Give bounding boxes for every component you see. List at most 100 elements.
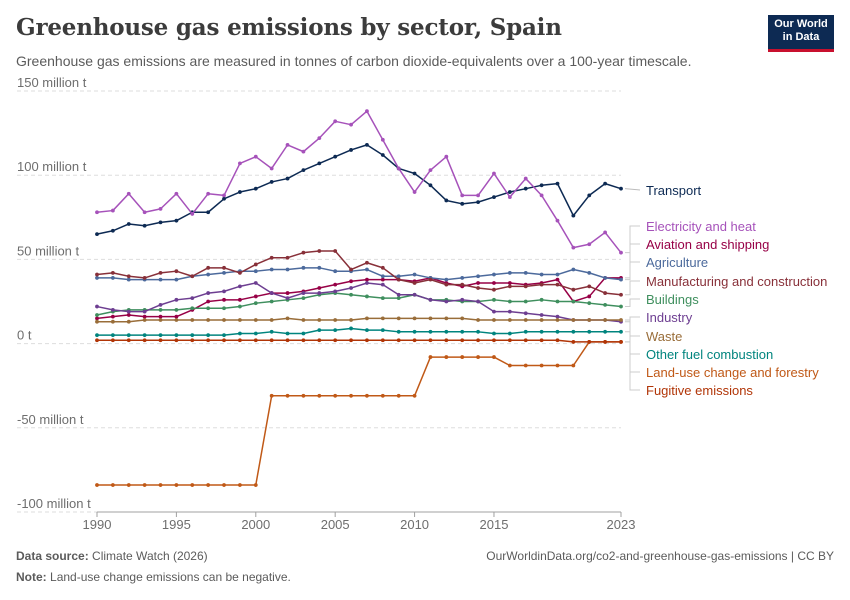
data-point <box>222 270 226 275</box>
data-point <box>95 272 99 277</box>
data-point <box>110 333 115 338</box>
data-point <box>333 289 338 294</box>
data-point <box>476 274 480 279</box>
data-point <box>222 193 226 198</box>
data-point <box>238 270 242 275</box>
data-point <box>110 308 115 312</box>
data-point <box>333 338 338 343</box>
data-point <box>476 193 480 198</box>
data-point <box>190 296 195 301</box>
data-point <box>95 232 99 237</box>
data-point <box>444 299 449 304</box>
data-point <box>444 316 449 321</box>
data-point <box>158 333 163 338</box>
data-point <box>285 142 290 147</box>
data-point <box>587 270 592 275</box>
data-source-text[interactable]: Climate Watch (2026) <box>92 549 208 563</box>
data-point <box>158 206 163 211</box>
legend-connector <box>624 188 641 191</box>
data-point <box>507 318 512 322</box>
legend-connector <box>625 341 640 373</box>
data-point <box>142 483 147 487</box>
data-point <box>95 276 99 280</box>
data-point <box>317 286 322 290</box>
data-point <box>238 331 242 336</box>
data-point <box>110 319 115 324</box>
data-point <box>365 338 369 343</box>
data-point <box>492 355 496 359</box>
data-point <box>507 195 512 199</box>
y-tick-label: 150 million t <box>17 75 87 90</box>
data-point <box>95 338 99 343</box>
data-point <box>571 329 576 334</box>
data-point <box>412 171 417 176</box>
data-point <box>603 329 608 334</box>
data-point <box>349 393 353 398</box>
legend-connector <box>625 341 640 391</box>
data-point <box>142 210 147 215</box>
data-point <box>396 393 401 398</box>
data-point <box>190 333 195 338</box>
data-point <box>444 277 449 282</box>
data-point <box>126 274 131 279</box>
data-point <box>523 311 528 316</box>
data-point <box>460 338 465 343</box>
data-point <box>238 190 242 194</box>
data-point <box>619 277 623 282</box>
data-point <box>110 276 115 280</box>
data-point <box>555 299 560 304</box>
data-point <box>539 183 544 188</box>
data-point <box>333 249 338 253</box>
data-point <box>126 333 131 338</box>
credit-link[interactable]: OurWorldinData.org/co2-and-greenhouse-ga… <box>486 549 834 563</box>
data-point <box>222 297 226 302</box>
data-point <box>507 270 512 275</box>
data-point <box>539 313 544 317</box>
data-point <box>269 393 274 398</box>
data-point <box>428 297 433 302</box>
data-point <box>492 309 496 314</box>
data-point <box>285 267 290 272</box>
data-point <box>365 260 369 265</box>
data-point <box>174 333 179 338</box>
data-point <box>365 393 369 398</box>
data-point <box>523 299 528 304</box>
owid-logo[interactable]: Our World in Data <box>768 15 834 52</box>
data-point <box>603 291 608 295</box>
data-point <box>619 318 623 322</box>
data-point <box>301 296 306 301</box>
data-point <box>222 318 226 322</box>
data-point <box>95 333 99 338</box>
data-point <box>126 222 131 226</box>
data-point <box>142 333 147 338</box>
data-point <box>460 282 465 287</box>
data-point <box>301 291 306 295</box>
data-point <box>301 168 306 173</box>
data-point <box>285 176 290 181</box>
logo-line-1: Our World <box>774 18 828 30</box>
data-point <box>571 363 576 368</box>
data-point <box>222 306 226 311</box>
data-point <box>571 318 576 322</box>
data-point <box>507 299 512 304</box>
data-point <box>539 272 544 277</box>
data-point <box>349 267 353 272</box>
data-point <box>174 338 179 343</box>
data-point <box>253 331 258 336</box>
data-point <box>587 294 592 299</box>
data-point <box>126 309 131 314</box>
data-point <box>571 287 576 292</box>
data-point <box>380 328 385 333</box>
data-point <box>619 340 623 344</box>
legend-connector <box>625 298 640 308</box>
legend-label: Fugitive emissions <box>646 383 753 398</box>
data-point <box>95 304 99 309</box>
data-point <box>253 281 258 285</box>
data-point <box>571 340 576 344</box>
data-point <box>285 331 290 336</box>
data-point <box>349 338 353 343</box>
data-point <box>380 265 385 270</box>
data-point <box>396 292 401 297</box>
data-point <box>158 302 163 307</box>
data-point <box>142 314 147 319</box>
